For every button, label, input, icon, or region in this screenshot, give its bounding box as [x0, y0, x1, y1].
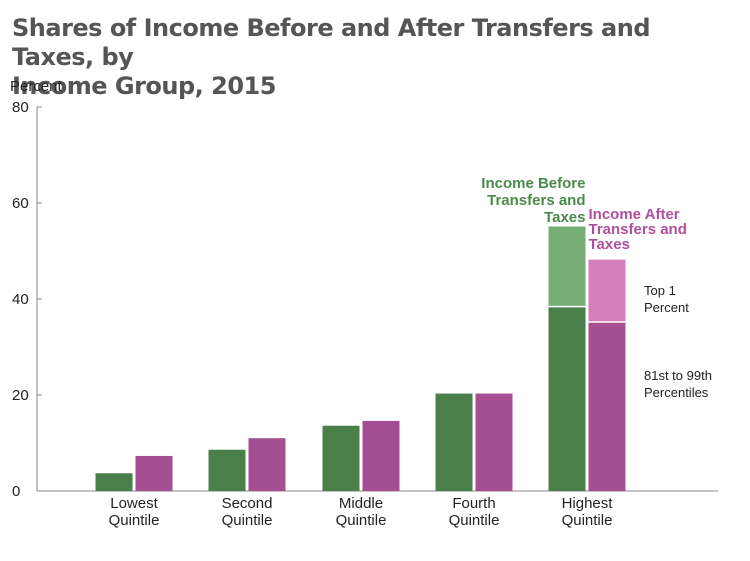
chart-title-line-1: Shares of Income Before and After Transf… [12, 14, 651, 71]
bar-after-3 [475, 393, 513, 491]
bar-before-0 [95, 473, 133, 491]
bar-before-2 [322, 425, 360, 491]
series-label-after: Taxes [589, 236, 630, 253]
y-axis-label: Percent [10, 78, 63, 95]
chart-title-line-2: Income Group, 2015 [12, 72, 276, 100]
bar-after-0 [135, 455, 173, 491]
bar-before-3 [435, 393, 473, 491]
chart-title: Shares of Income Before and After Transf… [12, 14, 732, 101]
annotation-81st-99th-percentiles: Percentiles [644, 385, 709, 400]
bar-before-highest-top-1 [548, 226, 586, 307]
y-tick-label: 20 [12, 387, 29, 404]
series-label-before: Income Before [481, 175, 585, 192]
annotation-top-1-percent: Percent [644, 300, 689, 315]
x-tick-label: Quintile [109, 512, 160, 529]
x-tick-label: Quintile [222, 512, 273, 529]
x-tick-label: Lowest [110, 495, 158, 512]
x-tick-label: Highest [562, 495, 614, 512]
bar-after-highest-81st-99th [588, 322, 626, 491]
y-tick-label: 60 [12, 195, 29, 212]
x-tick-label: Quintile [449, 512, 500, 529]
bar-before-1 [208, 449, 246, 491]
x-tick-label: Fourth [452, 495, 495, 512]
bar-before-highest-81st-99th [548, 306, 586, 491]
x-tick-label: Quintile [336, 512, 387, 529]
y-tick-label: 0 [12, 483, 20, 500]
annotation-81st-99th-percentiles: 81st to 99th [644, 368, 712, 383]
y-tick-label: 40 [12, 291, 29, 308]
annotation-top-1-percent: Top 1 [644, 283, 676, 298]
x-tick-label: Quintile [562, 512, 613, 529]
series-label-before: Taxes [544, 209, 585, 226]
bar-after-2 [362, 420, 400, 491]
x-tick-label: Middle [339, 495, 383, 512]
series-label-before: Transfers and [487, 192, 585, 209]
x-tick-label: Second [222, 495, 273, 512]
bar-after-1 [248, 438, 286, 491]
series-label-after: Income After [589, 206, 680, 223]
series-label-after: Transfers and [589, 221, 687, 238]
bar-after-highest-top-1 [588, 259, 626, 323]
y-tick-label: 80 [12, 99, 29, 116]
